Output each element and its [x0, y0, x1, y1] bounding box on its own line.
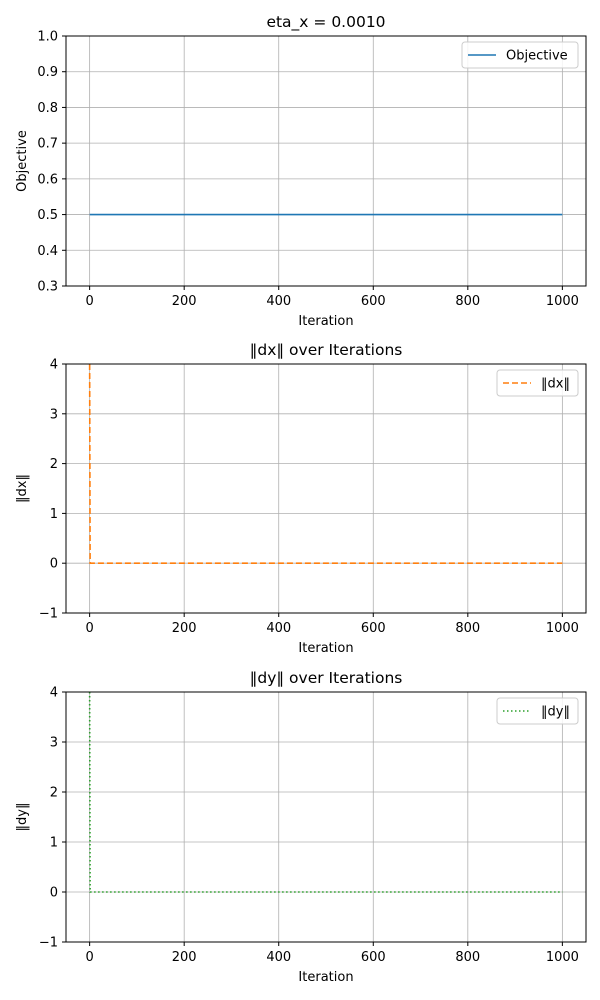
chart-panel-dx: 0 200 400 600 800 1000 −1 0 1 2 3 4 ‖dx‖ over Iterat…: [15, 341, 587, 656]
legend: ‖dx‖: [496, 369, 579, 397]
x-tick-label: 200: [172, 621, 197, 636]
y-tick-label: 4: [50, 686, 58, 701]
y-tick-label: 0.6: [37, 172, 58, 187]
y-tick-label: −1: [39, 936, 58, 951]
y-tick-label: 1.0: [37, 30, 58, 45]
y-tick-label: 0.9: [37, 65, 58, 80]
y-tick-label: 3: [50, 736, 58, 751]
y-axis-label: ‖dy‖: [15, 803, 30, 832]
x-tick-label: 600: [361, 950, 386, 965]
x-tick-label: 600: [361, 621, 386, 636]
x-tick-label: 1000: [546, 294, 579, 309]
legend-box: [496, 369, 579, 397]
x-tick-label: 800: [455, 294, 480, 309]
y-tick-label: −1: [39, 607, 58, 622]
series-line-dx: [88, 363, 563, 565]
x-axis-label: Iteration: [298, 314, 353, 329]
x-axis-label: Iteration: [298, 970, 353, 985]
y-tick-label: 0.4: [37, 244, 58, 259]
axes-frame: [65, 691, 587, 943]
x-tick-label: 800: [455, 621, 480, 636]
chart-title: ‖dy‖ over Iterations: [250, 669, 403, 687]
y-tick-label: 3: [50, 407, 58, 422]
y-tick-label: 0.8: [37, 101, 58, 116]
legend-label: ‖dy‖: [541, 705, 570, 720]
y-tick-label: 0.5: [37, 208, 58, 223]
y-tick-label: 2: [50, 786, 58, 801]
y-tick-label: 2: [50, 457, 58, 472]
legend-box: [461, 41, 579, 69]
y-tick-label: 0: [50, 886, 58, 901]
x-tick-label: 400: [266, 621, 291, 636]
y-tick-label: 1: [50, 507, 58, 522]
y-tick-label: 1: [50, 836, 58, 851]
chart-title: eta_x = 0.0010: [266, 13, 385, 32]
chart-panel-dy: 0 200 400 600 800 1000 −1 0 1 2 3 4 ‖dy‖ over Iterat…: [15, 669, 587, 985]
legend-box: [496, 697, 579, 725]
axes-frame: [65, 363, 587, 614]
legend-label: ‖dx‖: [541, 377, 570, 392]
legend: ‖dy‖: [496, 697, 579, 725]
x-tick-label: 200: [172, 950, 197, 965]
chart-panel-objective: 0 200 400 600 800 1000 0.3 0.4 0.5 0.6 0.7 0.8 0.9 1.…: [15, 13, 587, 329]
x-tick-label: 400: [266, 294, 291, 309]
y-tick-label: 0.3: [37, 280, 58, 295]
y-tick-label: 0: [50, 557, 58, 572]
y-axis-label: ‖dx‖: [15, 474, 30, 503]
x-tick-label: 400: [266, 950, 291, 965]
axes-frame: [65, 35, 587, 287]
y-tick-label: 0.7: [37, 137, 58, 152]
y-axis-label: Objective: [15, 130, 30, 192]
x-tick-label: 200: [172, 294, 197, 309]
x-tick-label: 0: [85, 294, 93, 309]
x-tick-label: 0: [85, 621, 93, 636]
x-axis-label: Iteration: [298, 641, 353, 656]
x-tick-label: 1000: [546, 950, 579, 965]
series-line-dy: [88, 691, 563, 893]
x-tick-label: 1000: [546, 621, 579, 636]
x-tick-label: 0: [85, 950, 93, 965]
legend: Objective: [461, 41, 579, 69]
y-tick-label: 4: [50, 358, 58, 373]
x-tick-label: 600: [361, 294, 386, 309]
x-tick-label: 800: [455, 950, 480, 965]
legend-label: Objective: [506, 49, 568, 64]
chart-title: ‖dx‖ over Iterations: [250, 341, 403, 359]
